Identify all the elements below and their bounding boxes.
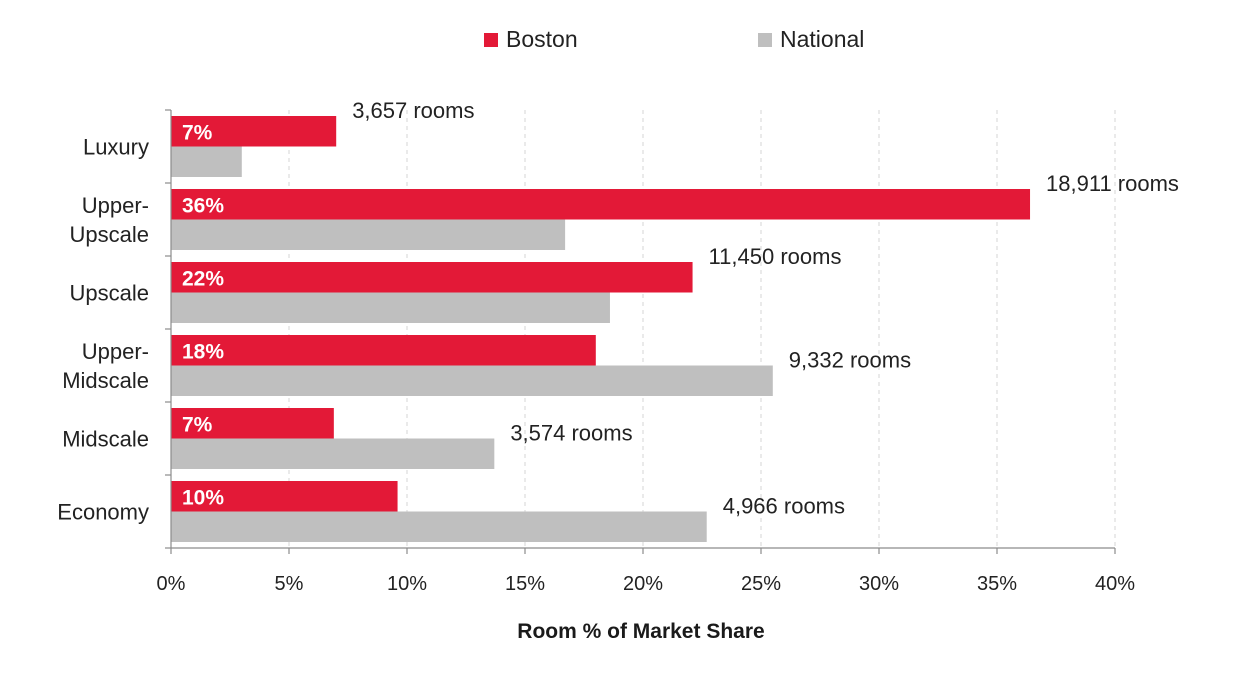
legend-swatch-national [758,32,772,47]
data-label-boston: 18% [182,340,224,363]
y-tick-label: Midscale [62,427,149,452]
x-tick-label: 25% [741,573,781,595]
legend-swatch-boston [484,32,498,47]
data-labels: 7% 3,657 rooms 36% 18,911 rooms 22% 11,450 ro… [182,98,1179,519]
data-label-boston: 36% [182,194,224,217]
bar-national [171,511,707,542]
room-annotation: 18,911 rooms [1046,171,1179,196]
bar-boston [171,335,596,366]
bar-boston [171,189,1031,220]
data-label-boston: 7% [182,413,213,436]
legend-label-boston: Boston [506,26,578,52]
x-tick-label: 5% [275,573,304,595]
y-tick-label: Economy [57,500,149,525]
bar-boston [171,262,693,293]
y-tick-label: Luxury [83,135,149,160]
bar-national [171,219,566,250]
y-tick-label: Upscale [70,222,149,247]
room-annotation: 3,574 rooms [510,421,632,446]
legend-item-boston: Boston [484,26,578,53]
legend: Boston National [0,26,1237,56]
x-axis-title: Room % of Market Share [517,620,764,643]
x-tick-label: 35% [977,573,1017,595]
y-tick-label: Upper- [82,193,149,218]
x-tick-label: 40% [1095,573,1135,595]
x-tick-label: 10% [387,573,427,595]
axes: 0% 5% 10% 15% 20% 25% 30% 35% 40% Luxury Upper- Ups… [57,109,1135,595]
bar-boston [171,116,337,147]
x-tick-label: 15% [505,573,545,595]
data-label-boston: 22% [182,267,224,290]
data-label-boston: 7% [182,121,213,144]
x-tick-label: 20% [623,573,663,595]
room-annotation: 11,450 rooms [709,244,842,269]
bar-boston [171,408,334,439]
bar-national [171,365,773,396]
gridlines [288,110,1116,548]
y-tick-label: Upper- [82,339,149,364]
bar-national [171,438,495,469]
x-tick-label: 0% [157,573,186,595]
bar-national [171,292,610,323]
legend-label-national: National [780,26,865,52]
data-label-boston: 10% [182,486,224,509]
legend-item-national: National [758,26,864,53]
room-annotation: 4,966 rooms [723,494,845,519]
room-annotation: 9,332 rooms [789,348,911,373]
x-tick-label: 30% [859,573,899,595]
y-tick-label: Upscale [70,281,149,306]
bar-national [171,146,242,177]
y-tick-label: Midscale [62,368,149,393]
bar-boston [171,481,398,512]
room-annotation: 3,657 rooms [352,98,474,123]
bars [171,116,1031,542]
